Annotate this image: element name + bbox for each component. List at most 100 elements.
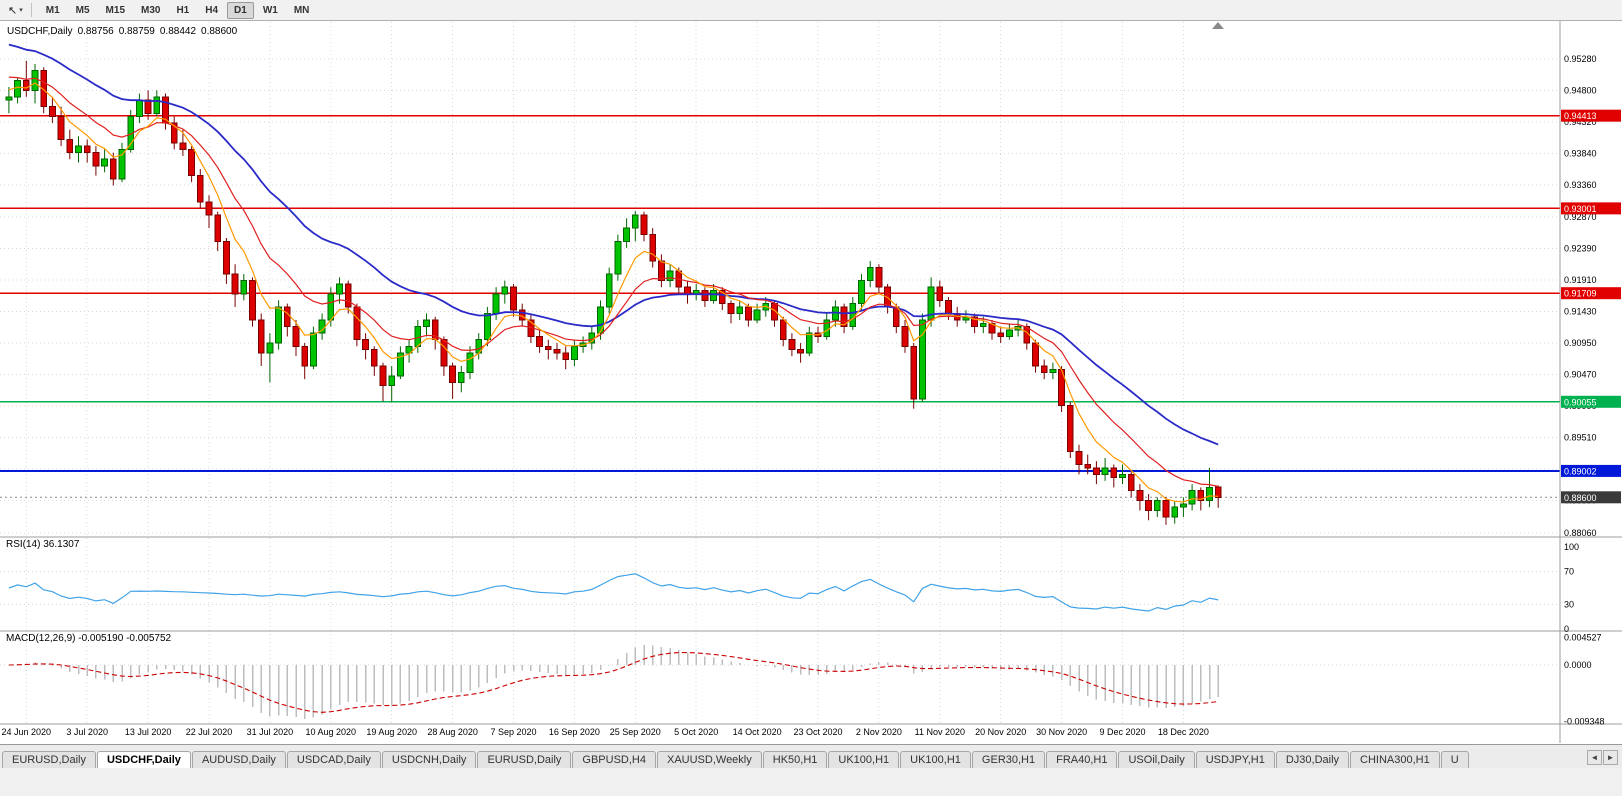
svg-text:9 Dec 2020: 9 Dec 2020 — [1099, 727, 1145, 737]
rsi-layer — [8, 573, 1219, 612]
tab-xauusd-weekly[interactable]: XAUUSD,Weekly — [656, 751, 762, 768]
chart-shift-marker-icon[interactable] — [1212, 22, 1224, 29]
tab-usdchf-daily[interactable]: USDCHF,Daily — [96, 751, 191, 768]
tab-list: EURUSD,Daily USDCHF,Daily AUDUSD,Daily USDC… — [2, 751, 1470, 768]
tab-dj30-daily[interactable]: DJ30,Daily — [1275, 751, 1350, 768]
tab-uk100-h1[interactable]: UK100,H1 — [900, 751, 971, 768]
svg-text:0.94413: 0.94413 — [1564, 111, 1597, 121]
timeframe-button-h4[interactable]: H4 — [205, 4, 219, 16]
tab-ger30-h1[interactable]: GER30,H1 — [971, 751, 1046, 768]
tab-fra40-h1[interactable]: FRA40,H1 — [1046, 751, 1118, 768]
open-value: 0.88756 — [77, 26, 114, 37]
svg-text:28 Aug 2020: 28 Aug 2020 — [427, 727, 478, 737]
macd-signal-line — [8, 652, 1219, 713]
macd-layer — [8, 645, 1219, 719]
cursor-tool-button[interactable]: ↖ ▾ — [4, 2, 27, 19]
chart-area: USDCHF,Daily 0.88756 0.88759 0.88442 0.8… — [0, 21, 1622, 744]
svg-text:13 Jul 2020: 13 Jul 2020 — [125, 727, 172, 737]
tab-gbpusd-h4[interactable]: GBPUSD,H4 — [572, 751, 656, 768]
svg-text:0.94320: 0.94320 — [1564, 117, 1597, 127]
tab-u[interactable]: U — [1440, 751, 1469, 768]
current-price-badge — [1561, 491, 1621, 504]
rsi-indicator-label: RSI(14) 36.1307 — [6, 539, 80, 550]
tab-eurusd-daily[interactable]: EURUSD,Daily — [2, 751, 96, 768]
status-area — [0, 768, 1622, 796]
rsi-line — [8, 573, 1219, 612]
tab-usdcnh-daily[interactable]: USDCNH,Daily — [381, 751, 477, 768]
tab-usoil-daily[interactable]: USOil,Daily — [1118, 751, 1195, 768]
tab-uk100-h1[interactable]: UK100,H1 — [828, 751, 900, 768]
timeframe-button-m5[interactable]: M5 — [75, 4, 90, 16]
timeframe-button-m1[interactable]: M1 — [45, 4, 60, 16]
svg-text:0.89510: 0.89510 — [1564, 433, 1597, 443]
ma-slow-blue-line — [8, 43, 1219, 446]
frame-layer — [0, 21, 1622, 743]
svg-text:31 Jul 2020: 31 Jul 2020 — [247, 727, 294, 737]
svg-text:16 Sep 2020: 16 Sep 2020 — [549, 727, 600, 737]
tab-scroll-right-button[interactable]: ► — [1603, 750, 1618, 765]
svg-text:0.90950: 0.90950 — [1564, 338, 1597, 348]
svg-text:0.93001: 0.93001 — [1564, 204, 1597, 214]
svg-text:18 Dec 2020: 18 Dec 2020 — [1158, 727, 1209, 737]
timeframe-button-mn[interactable]: MN — [293, 4, 310, 16]
svg-text:24 Jun 2020: 24 Jun 2020 — [2, 727, 52, 737]
level-0.94413-badge — [1561, 109, 1621, 122]
price-chart-svg: 0.95280 0.94800 0.94320 0.93840 0.93360 0.928… — [0, 21, 1622, 743]
tab-usdcad-daily[interactable]: USDCAD,Daily — [286, 751, 381, 768]
ma-overlays-layer — [8, 43, 1219, 503]
level-lines-layer — [0, 115, 1560, 498]
grid-layer — [0, 22, 1560, 724]
timeframe-button-d1[interactable]: D1 — [227, 1, 254, 19]
svg-text:5 Oct 2020: 5 Oct 2020 — [674, 727, 718, 737]
svg-text:20 Nov 2020: 20 Nov 2020 — [975, 727, 1026, 737]
date-axis: 24 Jun 2020 3 Jul 2020 13 Jul 2020 22 Jul 2… — [2, 727, 1209, 737]
tab-hk50-h1[interactable]: HK50,H1 — [762, 751, 828, 768]
timeframe-button-w1[interactable]: W1 — [262, 4, 278, 16]
tab-audusd-daily[interactable]: AUDUSD,Daily — [191, 751, 286, 768]
tab-eurusd-daily[interactable]: EURUSD,Daily — [477, 751, 572, 768]
svg-text:2 Nov 2020: 2 Nov 2020 — [856, 727, 902, 737]
svg-text:19 Aug 2020: 19 Aug 2020 — [366, 727, 417, 737]
tab-usdjpy-h1[interactable]: USDJPY,H1 — [1195, 751, 1275, 768]
svg-text:-0.009348: -0.009348 — [1564, 717, 1605, 727]
close-value: 0.88600 — [201, 26, 238, 37]
svg-text:10 Aug 2020: 10 Aug 2020 — [306, 727, 357, 737]
svg-text:0.91910: 0.91910 — [1564, 275, 1597, 285]
svg-text:0.93840: 0.93840 — [1564, 148, 1597, 158]
svg-text:0.93360: 0.93360 — [1564, 180, 1597, 190]
level-0.90055-badge — [1561, 395, 1621, 408]
svg-text:25 Sep 2020: 25 Sep 2020 — [610, 727, 661, 737]
timeframe-button-h1[interactable]: H1 — [176, 4, 190, 16]
svg-text:0.004527: 0.004527 — [1564, 633, 1602, 643]
svg-text:70: 70 — [1564, 567, 1574, 577]
ohlc-header: USDCHF,Daily 0.88756 0.88759 0.88442 0.8… — [7, 26, 237, 37]
level-0.89002-badge — [1561, 464, 1621, 477]
svg-text:100: 100 — [1564, 542, 1579, 552]
svg-text:0.92870: 0.92870 — [1564, 212, 1597, 222]
high-value: 0.88759 — [118, 26, 155, 37]
tab-scroll-left-button[interactable]: ◄ — [1587, 750, 1602, 765]
level-0.91709-badge — [1561, 287, 1621, 300]
macd-indicator-label: MACD(12,26,9) -0.005190 -0.005752 — [6, 633, 172, 644]
tab-china300-h1[interactable]: CHINA300,H1 — [1350, 751, 1440, 768]
svg-text:0.92390: 0.92390 — [1564, 243, 1597, 253]
toolbar-separator — [30, 3, 32, 17]
svg-text:0.89002: 0.89002 — [1564, 466, 1597, 476]
timeframe-group: M1 M5 M15 M30 H1 H4 D1 W1 MN — [38, 1, 318, 19]
svg-text:0.91430: 0.91430 — [1564, 307, 1597, 317]
tab-scroll-controls: ◄ ► — [1583, 750, 1620, 768]
price-axis: 0.95280 0.94800 0.94320 0.93840 0.93360 0.928… — [1561, 54, 1621, 727]
timeframe-button-m15[interactable]: M15 — [105, 4, 125, 16]
svg-text:11 Nov 2020: 11 Nov 2020 — [915, 727, 965, 737]
svg-text:0.94800: 0.94800 — [1564, 85, 1597, 95]
svg-text:0.0000: 0.0000 — [1564, 660, 1592, 670]
chart-tab-bar: EURUSD,Daily USDCHF,Daily AUDUSD,Daily USDC… — [0, 744, 1622, 768]
timeframe-toolbar: ↖ ▾ M1 M5 M15 M30 H1 H4 D1 W1 MN — [0, 0, 1622, 21]
svg-text:0.91709: 0.91709 — [1564, 289, 1597, 299]
timeframe-button-m30[interactable]: M30 — [141, 4, 161, 16]
low-value: 0.88442 — [159, 26, 197, 37]
svg-text:3 Jul 2020: 3 Jul 2020 — [66, 727, 108, 737]
ma-mid-red-line — [8, 76, 1219, 487]
level-0.93001-badge — [1561, 202, 1621, 215]
